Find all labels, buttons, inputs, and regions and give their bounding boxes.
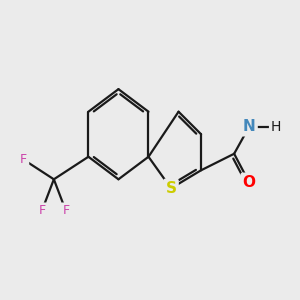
Text: S: S [166, 181, 176, 196]
Text: F: F [62, 204, 69, 217]
Text: O: O [243, 175, 256, 190]
Text: F: F [38, 204, 45, 217]
Text: H: H [271, 120, 281, 134]
Text: F: F [20, 153, 27, 166]
Text: N: N [243, 119, 256, 134]
